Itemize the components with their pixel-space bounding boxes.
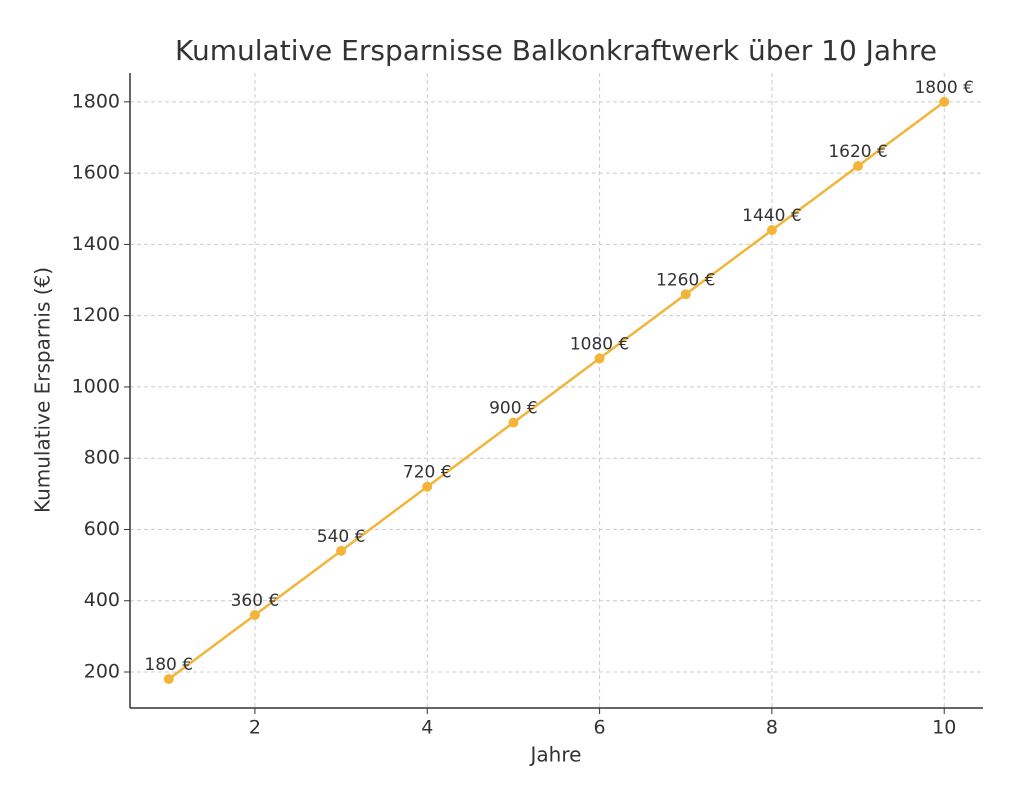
point [766, 225, 777, 236]
point [508, 417, 519, 428]
x-tick-label: 2 [249, 717, 261, 739]
x-axis-label: Jahre [529, 743, 582, 767]
y-tick-label: 400 [84, 589, 120, 611]
value-label: 1440 € [742, 206, 801, 226]
point [249, 609, 260, 620]
value-label: 1260 € [656, 270, 715, 290]
point [594, 353, 605, 364]
point [680, 289, 691, 300]
y-tick-label: 1200 [72, 304, 120, 326]
value-label: 1620 € [828, 142, 887, 162]
point [422, 481, 433, 492]
value-label: 540 € [317, 527, 366, 547]
chart-title: Kumulative Ersparnisse Balkonkraftwerk ü… [175, 34, 937, 67]
y-tick-label: 800 [84, 447, 120, 469]
point [163, 674, 174, 685]
line [168, 100, 945, 681]
x-tick-label: 8 [766, 717, 778, 739]
y-tick-label: 200 [84, 661, 120, 683]
x-tick-label: 6 [594, 717, 606, 739]
point [336, 545, 347, 556]
y-tick-label: 600 [84, 518, 120, 540]
y-axis-label: Kumulative Ersparnis (€) [31, 267, 55, 513]
x-tick-label: 4 [421, 717, 433, 739]
y-tick-label: 1000 [72, 375, 120, 397]
y-tick-label: 1600 [72, 162, 120, 184]
value-label: 1800 € [914, 78, 973, 98]
value-label: 720 € [403, 463, 452, 483]
x-tick-label: 10 [932, 717, 956, 739]
value-label: 1080 € [570, 334, 629, 354]
y-tick-label: 1400 [72, 233, 120, 255]
value-label: 900 € [489, 399, 538, 419]
value-label: 360 € [231, 591, 280, 611]
value-label: 180 € [144, 655, 193, 675]
point [853, 161, 864, 172]
point [939, 96, 950, 107]
y-tick-label: 1800 [72, 90, 120, 112]
